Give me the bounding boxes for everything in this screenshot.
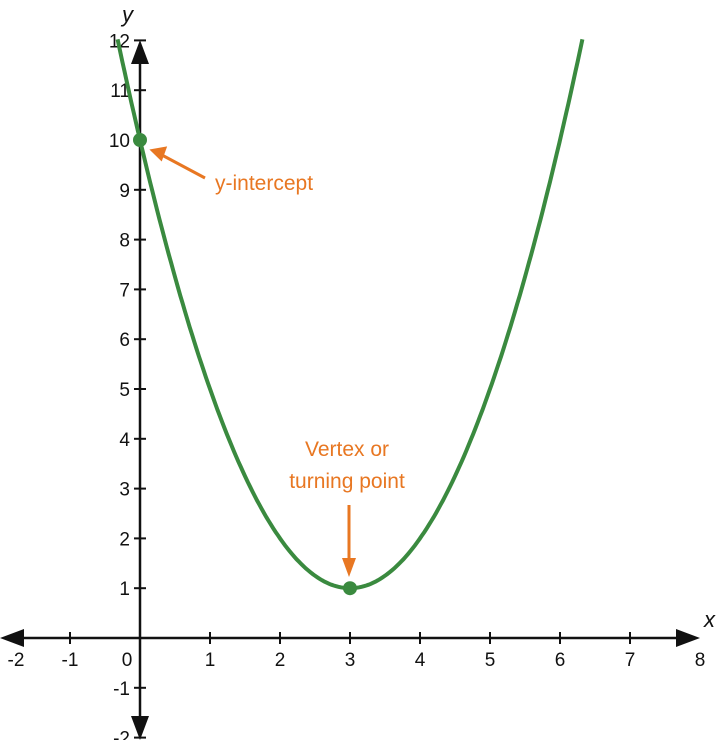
y-tick-label: 3 (119, 480, 130, 501)
x-tick-label: 4 (415, 650, 426, 671)
x-tick-label: -1 (62, 650, 79, 671)
y-tick-label: 8 (119, 231, 130, 252)
y-tick-label: -1 (113, 679, 130, 700)
x-tick-label: 5 (485, 650, 496, 671)
annotation-y-intercept: y-intercept (215, 172, 313, 195)
y-tick-label: 1 (119, 579, 130, 600)
y-axis-title: y (120, 2, 135, 27)
x-tick-label: 0 (122, 650, 133, 671)
y-tick-label: 6 (119, 330, 130, 351)
y-tick-label: 11 (110, 81, 130, 102)
x-tick-label: 7 (625, 650, 636, 671)
y-tick-label: 5 (119, 380, 130, 401)
annotation-vertex-line1: Vertex or (305, 438, 389, 461)
annotation-arrow-y-intercept (159, 152, 206, 180)
x-tick-label: 3 (345, 650, 356, 671)
y-tick-label: 7 (119, 280, 130, 301)
x-tick-label: 2 (275, 650, 286, 671)
y-tick-label: 9 (119, 181, 130, 202)
x-axis-right-arrow (676, 629, 700, 647)
y-tick-label: -2 (113, 729, 130, 740)
annotation-vertex-line2: turning point (289, 470, 405, 493)
x-tick-label: 8 (695, 650, 706, 671)
x-tick-label: 6 (555, 650, 566, 671)
point-y-intercept (133, 133, 147, 147)
x-axis-left-arrow (0, 629, 24, 647)
y-tick-label: 2 (119, 529, 130, 550)
y-axis-bottom-arrow (131, 716, 149, 740)
annotation-arrowhead-y-intercept (149, 146, 168, 162)
y-tick-label: 4 (119, 430, 130, 451)
x-tick-label: 1 (205, 650, 216, 671)
x-tick-label: -2 (8, 650, 25, 671)
annotation-arrowhead-vertex (342, 558, 356, 577)
point-vertex (343, 581, 357, 596)
x-axis-title: x (703, 607, 716, 632)
y-axis-top-arrow (131, 40, 149, 64)
y-tick-label: 10 (109, 131, 130, 152)
